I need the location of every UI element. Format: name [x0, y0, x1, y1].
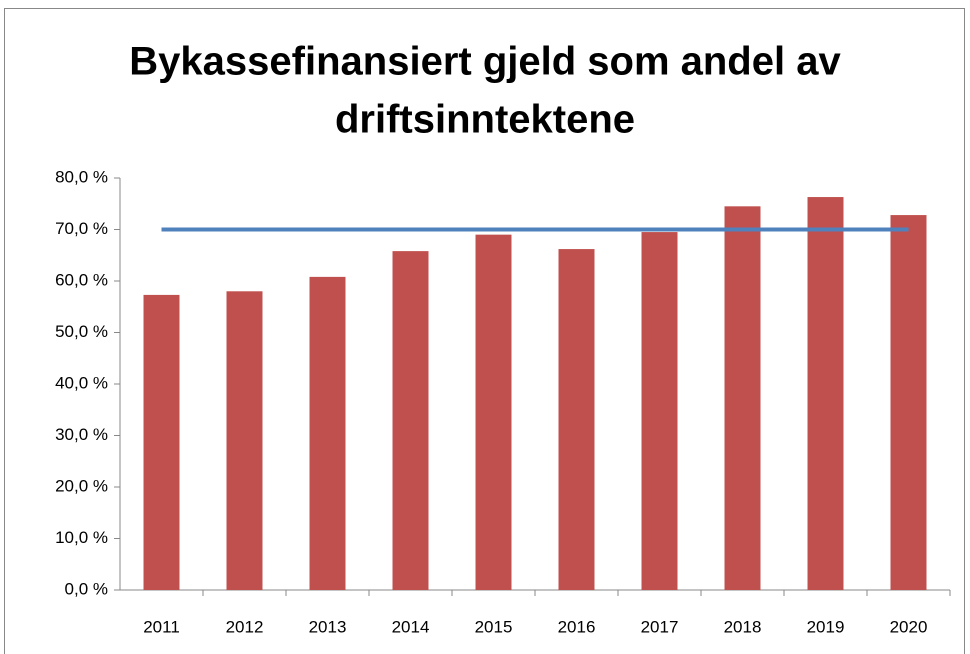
x-tick-label: 2017	[641, 617, 679, 636]
bar	[226, 291, 263, 590]
chart-title: driftsinntektene	[335, 98, 635, 142]
y-tick-label: 50,0 %	[55, 322, 108, 341]
y-tick-label: 60,0 %	[55, 270, 108, 289]
x-tick-label: 2013	[309, 617, 347, 636]
bar	[143, 294, 180, 590]
x-tick-label: 2011	[143, 617, 180, 636]
x-tick-label: 2019	[807, 617, 845, 636]
bar	[890, 215, 927, 590]
y-tick-label: 10,0 %	[55, 528, 108, 547]
x-tick-label: 2014	[392, 617, 430, 636]
bar	[558, 249, 595, 590]
x-tick-label: 2015	[475, 617, 513, 636]
chart-title: Bykassefinansiert gjeld som andel av	[129, 40, 841, 84]
x-tick-label: 2016	[558, 617, 596, 636]
bar	[475, 234, 512, 590]
bar	[641, 232, 678, 590]
y-tick-label: 80,0 %	[55, 167, 108, 186]
y-tick-label: 20,0 %	[55, 476, 108, 495]
y-tick-label: 30,0 %	[55, 425, 108, 444]
x-tick-label: 2018	[724, 617, 762, 636]
bar	[807, 197, 844, 590]
bar	[392, 251, 429, 590]
y-tick-label: 40,0 %	[55, 373, 108, 392]
bar	[309, 276, 346, 590]
y-tick-label: 0,0 %	[65, 579, 108, 598]
x-tick-label: 2012	[226, 617, 264, 636]
bar	[724, 206, 761, 590]
x-tick-label: 2020	[890, 617, 928, 636]
y-tick-label: 70,0 %	[55, 219, 108, 238]
